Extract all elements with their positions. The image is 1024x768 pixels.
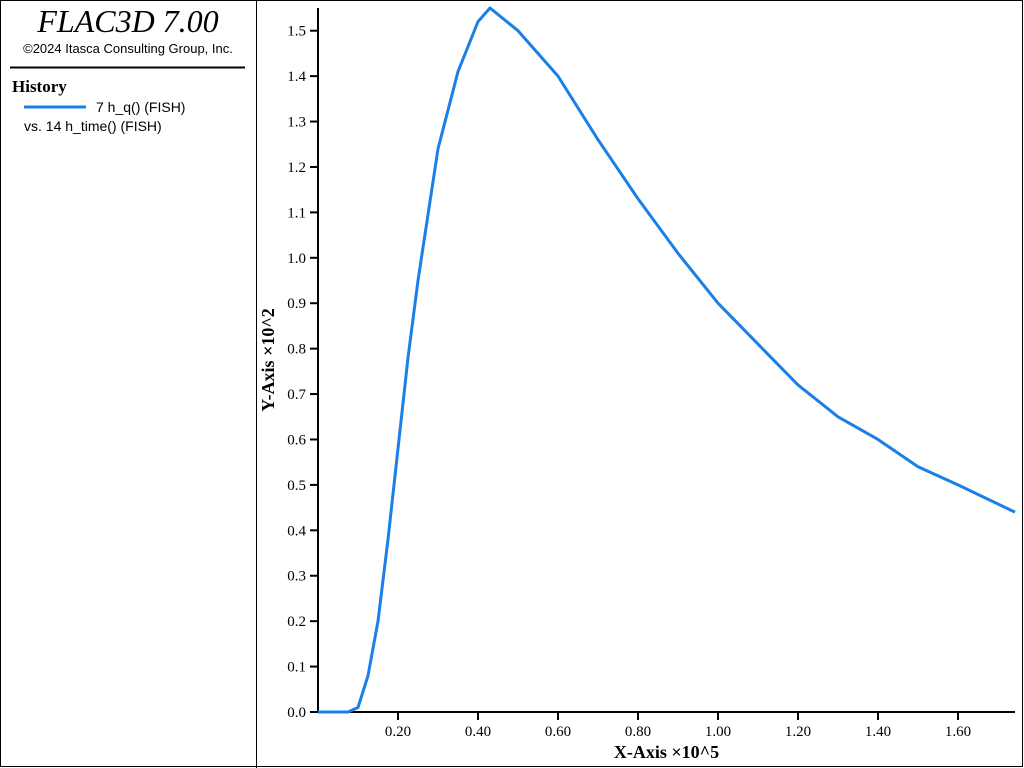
y-tick-label: 1.1 — [287, 205, 306, 221]
y-tick-label: 0.1 — [287, 660, 306, 676]
legend-title: History — [12, 77, 67, 96]
y-tick-label: 0.6 — [287, 432, 306, 448]
y-tick-label: 0.2 — [287, 614, 306, 630]
y-tick-label: 1.4 — [287, 69, 306, 85]
y-tick-label: 1.2 — [287, 160, 306, 176]
series-line — [318, 6, 1016, 714]
x-tick-label: 1.20 — [785, 724, 811, 740]
x-tick-label: 0.80 — [625, 724, 651, 740]
y-tick-label: 1.0 — [287, 251, 306, 267]
y-tick-label: 0.5 — [287, 478, 306, 494]
y-tick-label: 0.9 — [287, 296, 306, 312]
legend-label: 7 h_q() (FISH) — [96, 99, 185, 115]
y-tick-label: 0.3 — [287, 569, 306, 585]
app-title: FLAC3D 7.00 — [36, 3, 218, 39]
x-tick-label: 0.40 — [465, 724, 491, 740]
x-tick-label: 1.00 — [705, 724, 731, 740]
x-axis-label: X-Axis ×10^5 — [614, 742, 719, 762]
x-tick-label: 1.60 — [945, 724, 971, 740]
y-tick-label: 0.0 — [287, 705, 306, 721]
x-tick-label: 0.20 — [385, 724, 411, 740]
copyright: ©2024 Itasca Consulting Group, Inc. — [23, 41, 233, 56]
y-axis-label: Y-Axis ×10^2 — [258, 308, 278, 412]
plot: 0.0 0.1 0.2 0.3 0.4 0.5 0.6 0.7 0.8 0.9 1.0 1.1 1.2 1… — [258, 6, 1016, 762]
x-tick-label: 0.60 — [545, 724, 571, 740]
legend-subtitle: vs. 14 h_time() (FISH) — [24, 118, 162, 134]
y-tick-label: 0.4 — [287, 523, 306, 539]
y-tick-label: 1.3 — [287, 115, 306, 131]
y-tick-label: 0.8 — [287, 342, 306, 358]
x-tick-label: 1.40 — [865, 724, 891, 740]
y-tick-label: 0.7 — [287, 387, 306, 403]
y-tick-label: 1.5 — [287, 24, 306, 40]
